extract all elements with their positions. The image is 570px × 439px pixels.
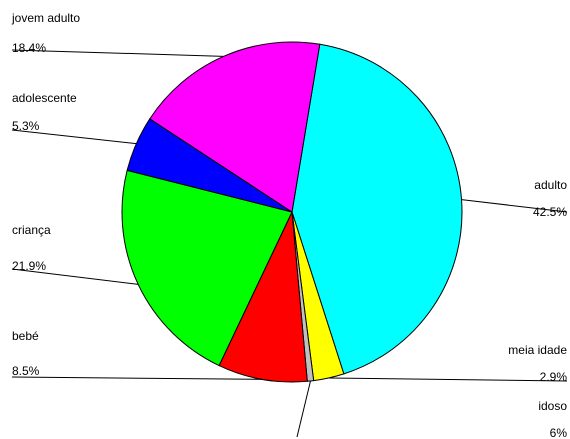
slice-value-meia-idade: 2.9%: [540, 370, 568, 384]
slice-value-crianca: 21.9%: [12, 259, 46, 273]
slice-label-adulto: adulto: [534, 178, 567, 192]
pie-slice-jovem-adulto: [149, 41, 321, 213]
leader-line-adolescente: [11, 129, 137, 145]
leader-lines: [11, 49, 568, 438]
slice-label-adolescente: adolescente: [12, 91, 77, 105]
leader-line-meia-idade: [328, 377, 568, 382]
slice-label-jovem-adulto: jovem adulto: [11, 11, 80, 25]
slice-label-crianca: criança: [12, 223, 51, 237]
pie-slice-bebé: [218, 210, 308, 383]
slice-value-bebe: 8.5%: [12, 364, 40, 378]
pie-slice-criança: [121, 169, 293, 367]
leader-line-adulto: [461, 199, 568, 213]
slice-label-bebe: bebé: [12, 329, 39, 343]
slice-label-meia-idade: meia idade: [508, 343, 567, 357]
slice-value-adulto: 42.5%: [533, 205, 567, 219]
leader-line-idoso: [296, 380, 311, 438]
pie-slice-adulto: [291, 43, 463, 375]
slice-value-jovem-adulto: 18.4%: [12, 41, 46, 55]
leader-line-jovem-adulto: [11, 49, 224, 57]
leader-line-criança: [11, 268, 139, 285]
slice-value-idoso: 6%: [550, 426, 568, 439]
pie-slices: [121, 41, 463, 383]
slice-value-adolescente: 5.3%: [12, 119, 40, 133]
leader-line-bebé: [11, 376, 263, 380]
slice-label-idoso: idoso: [538, 399, 567, 413]
